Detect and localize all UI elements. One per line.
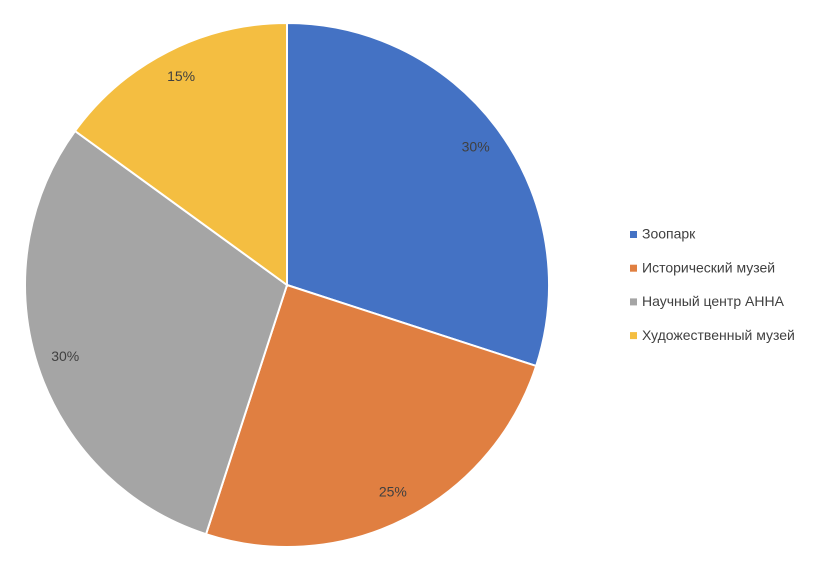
legend-marker (630, 332, 637, 340)
pie-slice (286, 21, 550, 368)
legend-label: Исторический музей (642, 259, 775, 275)
legend-marker (630, 298, 637, 306)
legend-label: Зоопарк (642, 226, 696, 242)
data-label: 15% (167, 68, 195, 84)
legend-label: Научный центр АННА (642, 293, 785, 309)
pie-slice (73, 21, 288, 287)
pie-slice (204, 283, 538, 548)
legend-marker (630, 231, 637, 238)
data-label: 25% (379, 483, 407, 499)
data-label: 30% (51, 348, 79, 364)
pie-slice (24, 129, 289, 536)
legend-label: Художественный музей (642, 327, 795, 343)
legend-marker (630, 264, 637, 272)
data-label: 30% (462, 139, 490, 155)
